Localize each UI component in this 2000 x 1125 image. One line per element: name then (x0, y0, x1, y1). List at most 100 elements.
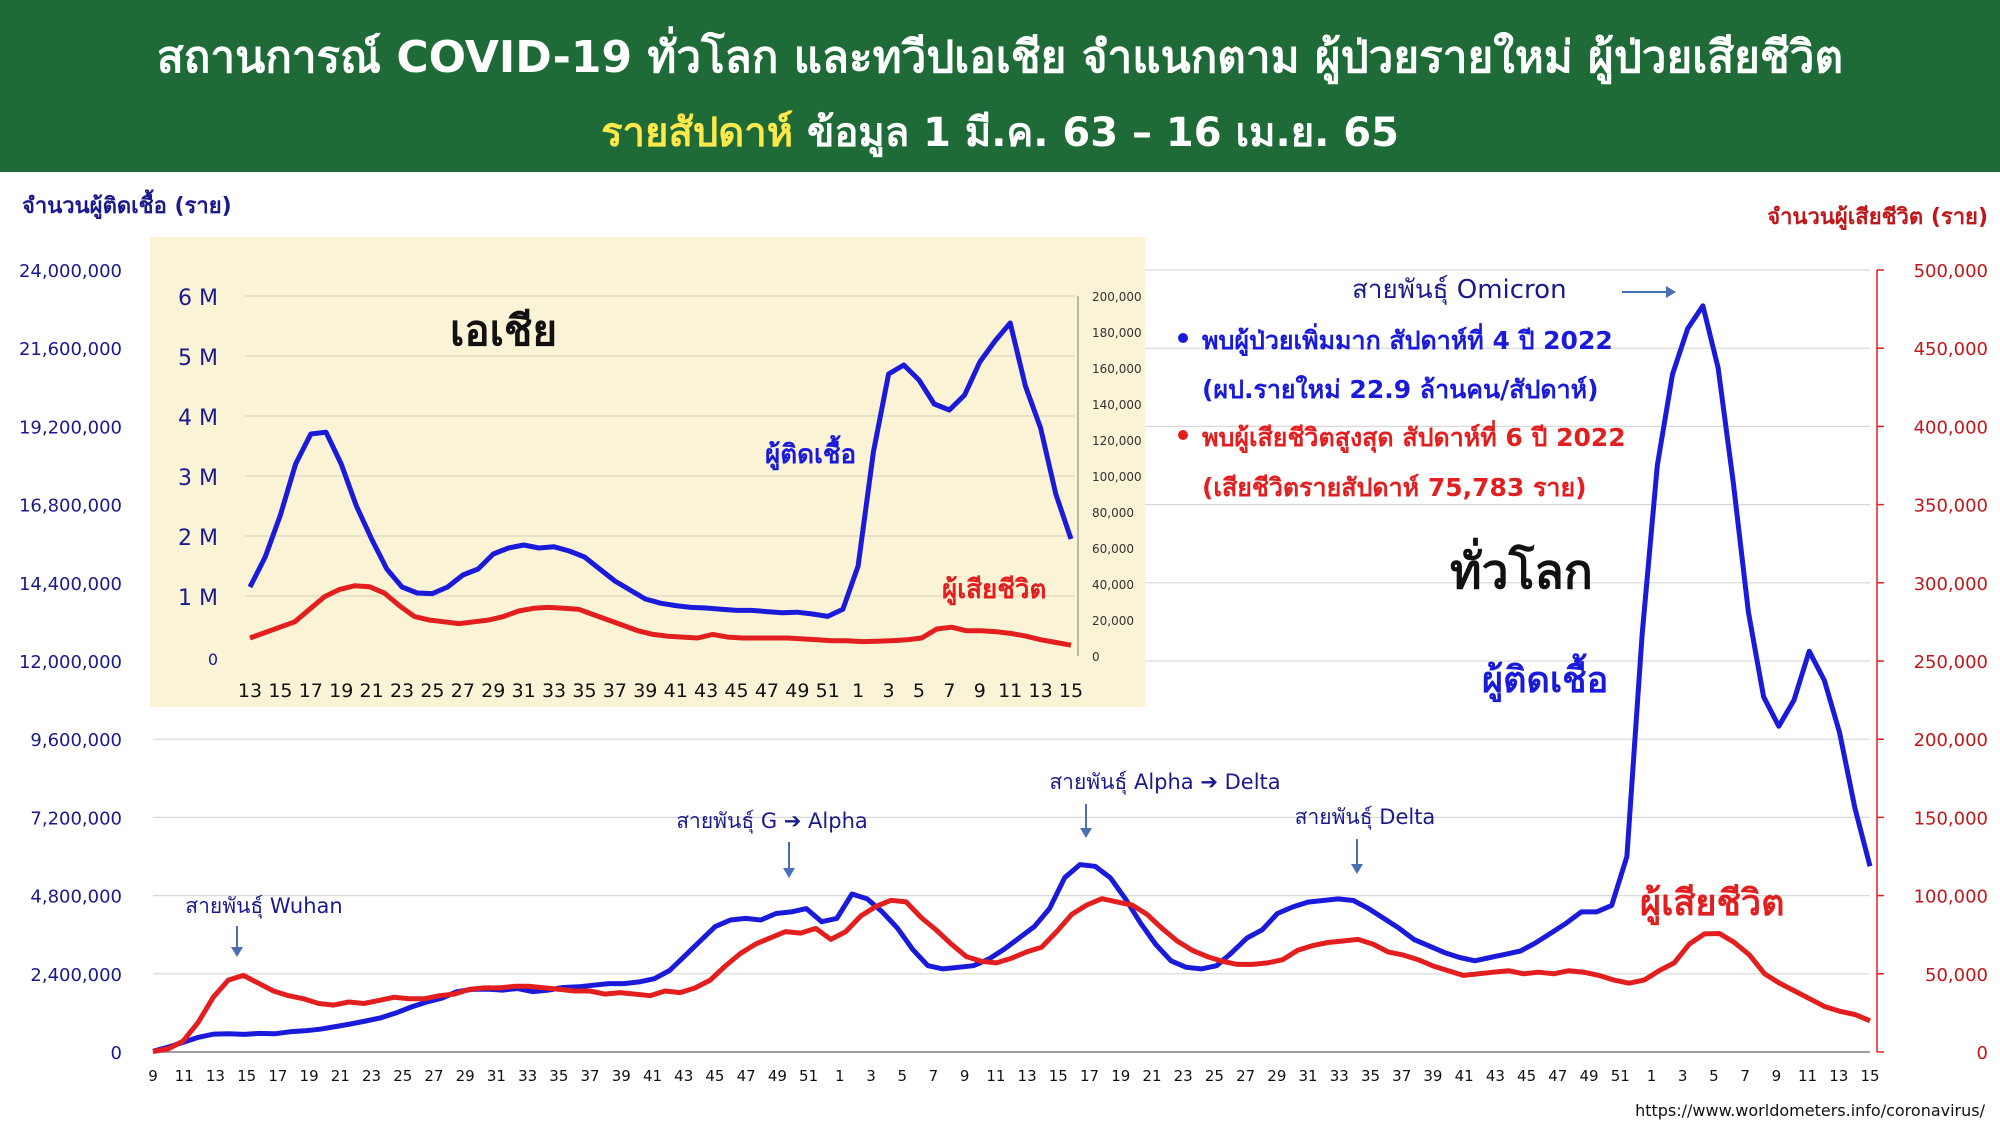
x-tick-label: 25 (393, 1067, 412, 1085)
right-tick-label: 450,000 (1914, 339, 1988, 360)
asia-xticks: 13 15 17 19 21 23 25 27 29 31 33 35 37 39 41 43 45 47 49 51… (238, 680, 1083, 702)
subtitle-highlight: รายสัปดาห์ (601, 110, 794, 156)
variant-arrowhead (231, 947, 243, 957)
x-tick-label: 37 (1392, 1067, 1411, 1085)
x-tick-label: 37 (581, 1067, 600, 1085)
x-tick-label: 17 (1080, 1067, 1099, 1085)
x-tick-label: 13 (1018, 1067, 1037, 1085)
x-tick-label: 45 (1517, 1067, 1536, 1085)
asia-left-tick-label: 6 M (178, 286, 218, 311)
asia-region-label: เอเชีย (450, 306, 557, 355)
source-url: https://www.worldometers.info/coronaviru… (1635, 1101, 1986, 1120)
asia-right-tick-label: 120,000 (1092, 434, 1142, 448)
variant-label: สายพันธุ์ Alpha ➔ Delta (1049, 770, 1280, 795)
x-tick-label: 9 (148, 1067, 158, 1085)
variant-label: สายพันธุ์ G ➔ Alpha (676, 809, 868, 834)
x-tick-label: 47 (737, 1067, 756, 1085)
variant-arrowhead (1080, 828, 1092, 838)
world-cases-label: ผู้ติดเชื้อ (1482, 653, 1608, 703)
x-tick-label: 21 (331, 1067, 350, 1085)
x-tick-label: 7 (929, 1067, 939, 1085)
left-tick-label: 21,600,000 (19, 339, 122, 360)
asia-x-tick-label: 33 (542, 680, 566, 702)
note-bullet-cases (1178, 333, 1188, 343)
asia-gridlines (245, 295, 1079, 656)
note-bullet-deaths (1178, 430, 1188, 440)
asia-right-tick-label: 100,000 (1092, 470, 1142, 484)
note-cases-detail: (ผป.รายใหม่ 22.9 ล้านคน/สัปดาห์) (1202, 374, 1599, 404)
left-tick-label: 16,800,000 (19, 496, 122, 517)
x-tick-label: 39 (612, 1067, 631, 1085)
asia-x-tick-label: 37 (603, 680, 627, 702)
left-tick-label: 24,000,000 (19, 261, 122, 282)
omicron-arrowhead (1666, 286, 1676, 298)
asia-inset-panel (150, 237, 1145, 707)
right-tick-label: 50,000 (1925, 965, 1988, 986)
variant-label-omicron: สายพันธุ์ Omicron (1352, 275, 1567, 305)
asia-x-tick-label: 15 (268, 680, 292, 702)
asia-left-tick-label: 0 (208, 650, 218, 669)
x-tick-label: 19 (1111, 1067, 1130, 1085)
asia-x-tick-label: 49 (785, 680, 809, 702)
asia-x-tick-label: 13 (1028, 680, 1052, 702)
x-tick-label: 33 (1330, 1067, 1349, 1085)
asia-series-lines (247, 320, 1074, 648)
asia-left-tick-label: 3 M (178, 466, 218, 491)
x-tick-label: 15 (1049, 1067, 1068, 1085)
x-tick-label: 9 (1772, 1067, 1782, 1085)
asia-x-tick-label: 15 (1059, 680, 1083, 702)
x-tick-label: 7 (1740, 1067, 1750, 1085)
x-tick-label: 35 (1361, 1067, 1380, 1085)
note-deaths-detail: (เสียชีวิตรายสัปดาห์ 75,783 ราย) (1202, 473, 1587, 502)
x-tick-label: 49 (768, 1067, 787, 1085)
x-tick-label: 23 (362, 1067, 381, 1085)
x-tick-label: 1 (1647, 1067, 1657, 1085)
x-tick-label: 3 (866, 1067, 876, 1085)
right-axis-title: จำนวนผู้เสียชีวิต (ราย) (1767, 205, 1988, 231)
x-tick-label: 15 (237, 1067, 256, 1085)
page-subtitle: รายสัปดาห์ ข้อมูล 1 มี.ค. 63 – 16 เม.ย. … (0, 100, 2000, 164)
x-tick-label: 31 (1299, 1067, 1318, 1085)
asia-x-tick-label: 45 (724, 680, 748, 702)
asia-x-tick-label: 39 (633, 680, 657, 702)
asia-x-tick-label: 29 (481, 680, 505, 702)
left-tick-label: 4,800,000 (30, 887, 122, 908)
asia-x-tick-label: 7 (943, 680, 955, 702)
main-xticks: 9 11 13 15 17 19 21 23 25 27 29 31 33 35 37 39 41 43 45 47 4… (148, 1067, 1879, 1085)
world-region-label: ทั่วโลก (1450, 537, 1593, 600)
right-tick-label: 100,000 (1914, 887, 1988, 908)
page-title: สถานการณ์ COVID-19 ทั่วโลก และทวีปเอเชีย… (156, 32, 1844, 83)
x-tick-label: 51 (1611, 1067, 1630, 1085)
asia-left-tick-label: 2 M (178, 526, 218, 551)
asia-x-tick-label: 1 (852, 680, 864, 702)
x-tick-label: 43 (1486, 1067, 1505, 1085)
asia-x-tick-label: 21 (360, 680, 384, 702)
x-tick-label: 45 (705, 1067, 724, 1085)
asia-x-tick-label: 31 (512, 680, 536, 702)
note-deaths-peak: พบผู้เสียชีวิตสูงสุด สัปดาห์ที่ 6 ปี 202… (1202, 420, 1626, 454)
right-tick-label: 300,000 (1914, 574, 1988, 595)
x-tick-label: 47 (1548, 1067, 1567, 1085)
right-tick-label: 350,000 (1914, 496, 1988, 517)
asia-right-tick-label: 200,000 (1092, 290, 1142, 304)
asia-deaths-label: ผู้เสียชีวิต (942, 575, 1046, 606)
asia-left-tick-label: 1 M (178, 586, 218, 611)
asia-right-tick-label: 180,000 (1092, 326, 1142, 340)
variant-annotations: สายพันธุ์ Wuhan สายพันธุ์ G ➔ Alpha สายพัน… (185, 275, 1676, 957)
right-tick-label: 250,000 (1914, 652, 1988, 673)
left-tick-label: 9,600,000 (30, 730, 122, 751)
asia-x-tick-label: 47 (755, 680, 779, 702)
asia-x-tick-label: 51 (816, 680, 840, 702)
left-tick-label: 19,200,000 (19, 417, 122, 438)
asia-x-tick-label: 13 (238, 680, 262, 702)
x-tick-label: 17 (268, 1067, 287, 1085)
main-yticks-right: 0 50,000 100,000 150,000 200,000 250,000 300,0… (1914, 261, 1988, 1064)
main-yticks-left: 0 2,400,000 4,800,000 7,200,000 9,600,000 12,… (19, 261, 122, 1064)
right-tick-label: 400,000 (1914, 417, 1988, 438)
variant-arrowhead (1351, 864, 1363, 874)
asia-right-tick-label: 160,000 (1092, 362, 1142, 376)
x-tick-label: 39 (1423, 1067, 1442, 1085)
asia-x-tick-label: 23 (390, 680, 414, 702)
x-tick-label: 27 (424, 1067, 443, 1085)
world-cases-line (152, 303, 1873, 1054)
